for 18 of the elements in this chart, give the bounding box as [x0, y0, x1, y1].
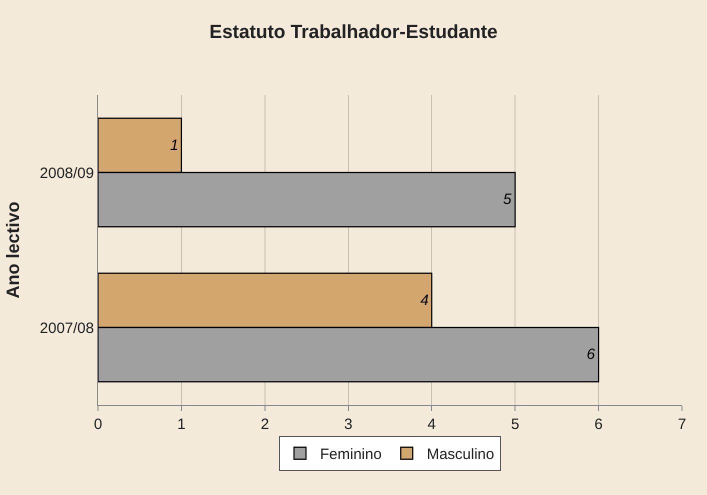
y-tick-label: 2008/09: [40, 164, 94, 182]
y-tick-label: 2007/08: [40, 320, 94, 337]
data-label: 5: [503, 191, 512, 208]
data-label: 6: [586, 346, 596, 364]
x-tick-label: 1: [177, 416, 186, 433]
x-tick-label: 7: [678, 416, 686, 433]
x-tick-label: 5: [510, 416, 520, 433]
x-tick-label: 2: [260, 416, 270, 433]
data-label: 1: [170, 136, 178, 154]
data-label: 4: [420, 292, 429, 309]
y-axis-title: Ano lectivo: [2, 201, 23, 299]
legend-label: Masculino: [426, 446, 494, 464]
x-tick-label: 4: [428, 416, 436, 433]
x-tick-label: 6: [594, 416, 603, 433]
chart-title: Estatuto Trabalhador-Estudante: [209, 22, 498, 44]
x-tick-label: 0: [94, 416, 102, 433]
legend-label: Feminino: [320, 446, 382, 464]
x-tick-label: 3: [344, 416, 352, 433]
